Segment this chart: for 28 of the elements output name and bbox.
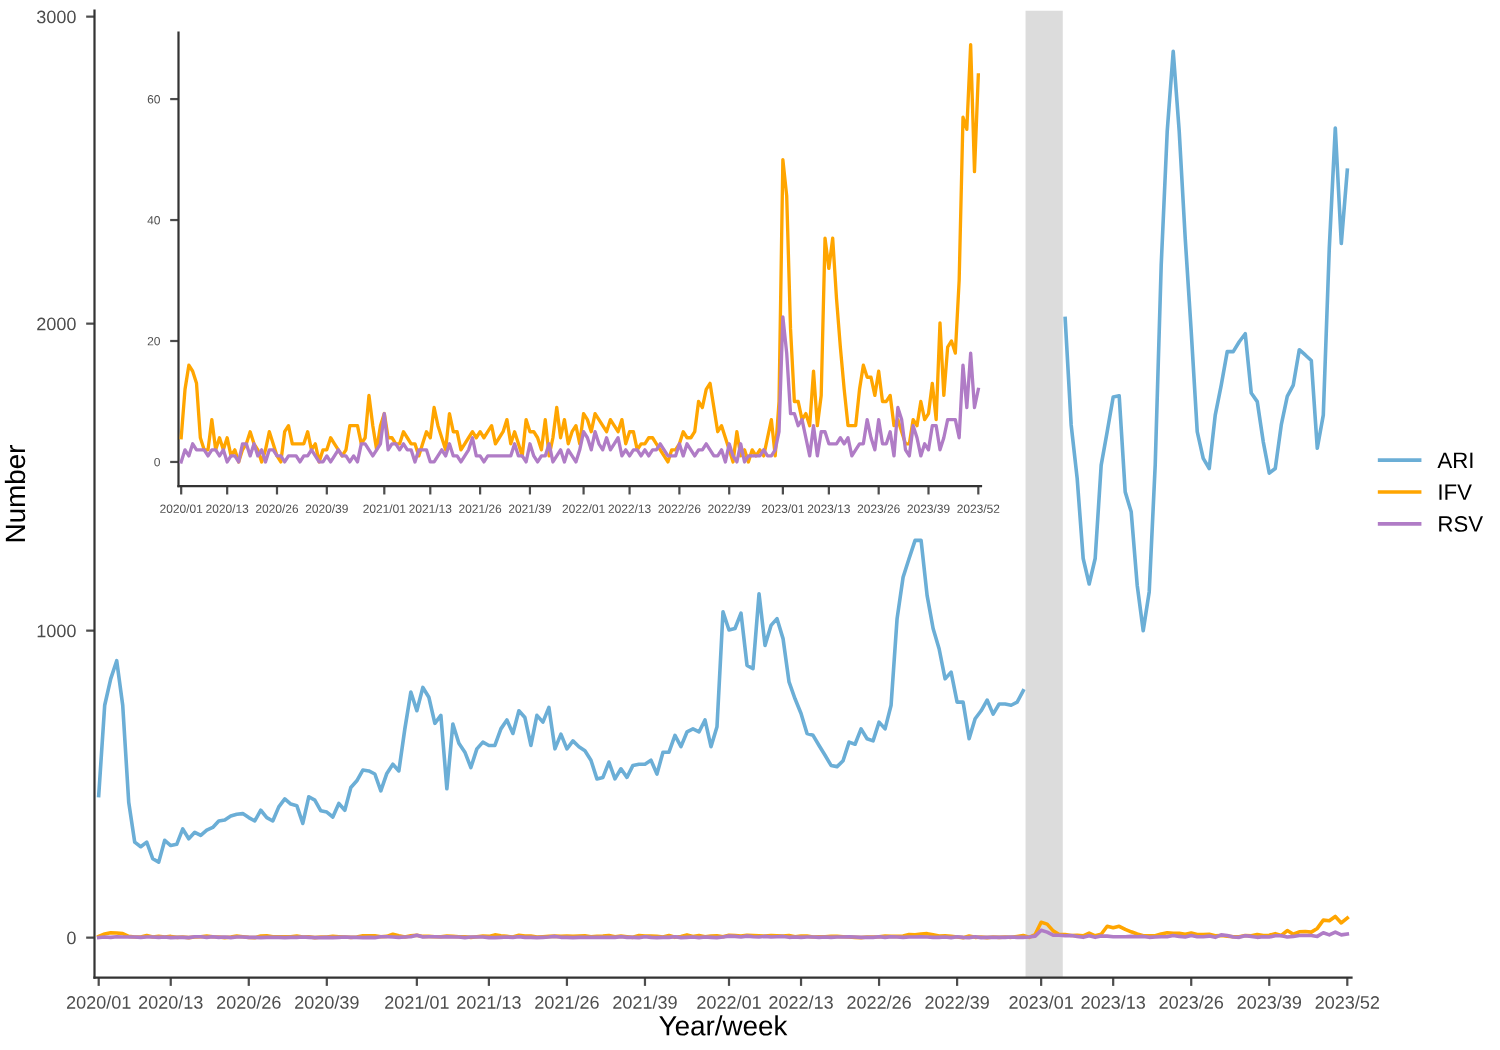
y-tick-label: 3000 [36, 10, 76, 24]
legend-label: RSV [1439, 516, 1483, 532]
x-tick-label: 2021/13 [457, 995, 521, 1009]
line-series [179, 42, 980, 464]
x-tick-label: 2020/13 [139, 995, 203, 1009]
y-tick-label: 1000 [37, 624, 76, 638]
x-tick-label: 2021/01 [385, 995, 449, 1009]
x-tick-label: 2020/01 [66, 995, 131, 1009]
line-series [179, 315, 980, 464]
y-tick-label: 2000 [37, 317, 76, 331]
x-tick-label: 2022/26 [847, 995, 911, 1009]
x-tick-label: 2023/26 [1159, 995, 1224, 1009]
x-tick-label: 2023/01 [1009, 995, 1073, 1009]
x-tick-label: 2023/39 [1237, 995, 1302, 1009]
x-tick-label: 2022/39 [925, 995, 989, 1009]
x-tick-label: 2020/26 [217, 995, 281, 1009]
legend-label: ARI [1437, 452, 1473, 468]
y-tick-label: 0 [67, 931, 76, 945]
x-tick-label: 2021/39 [613, 995, 677, 1009]
x-tick-label: 2022/13 [769, 995, 833, 1009]
x-axis-title: Year/week [659, 1015, 788, 1036]
x-tick-label: 2022/01 [697, 995, 761, 1009]
y-axis-title: Number [4, 445, 26, 542]
legend-label: IFV [1439, 484, 1472, 500]
x-tick-label: 2020/39 [295, 995, 359, 1009]
x-tick-label: 2023/52 [1315, 995, 1380, 1009]
x-tick-label: 2021/26 [535, 995, 599, 1009]
x-tick-label: 2023/13 [1081, 995, 1146, 1009]
